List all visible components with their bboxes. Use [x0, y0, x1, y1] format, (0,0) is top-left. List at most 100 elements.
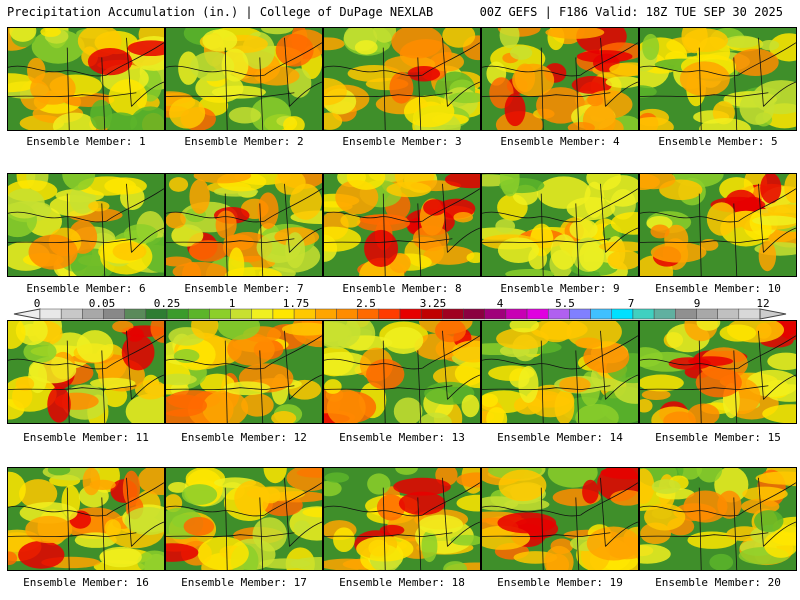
precip-area: [509, 45, 533, 60]
precip-area: [108, 79, 148, 116]
precip-area: [8, 188, 45, 219]
precip-area: [28, 234, 78, 270]
boundary-line: [8, 211, 107, 223]
colorbar-swatch: [717, 308, 740, 320]
precip-area: [784, 174, 796, 204]
precip-area: [609, 62, 638, 77]
colorbar-swatch: [569, 308, 591, 320]
boundary-line: [422, 482, 480, 516]
precip-area: [340, 213, 361, 228]
boundary-line: [126, 330, 132, 400]
boundary-line: [600, 183, 606, 253]
precip-area: [456, 494, 480, 512]
colorbar-swatch: [442, 308, 464, 320]
precip-area: [610, 489, 638, 506]
precip-area: [644, 503, 686, 531]
member-map: [481, 320, 639, 424]
member-label: Ensemble Member: 4: [500, 135, 620, 148]
precip-area: [99, 546, 142, 568]
boundary-line: [640, 238, 769, 244]
boundary-line: [289, 374, 322, 400]
precip-area: [407, 65, 441, 82]
boundary-line: [166, 65, 265, 77]
precip-area: [695, 367, 742, 398]
boundary-line: [324, 385, 453, 391]
precip-area: [271, 411, 297, 423]
precip-area: [76, 330, 114, 363]
colorbar-tick-label: 1.75: [282, 297, 310, 310]
boundary-line: [166, 385, 295, 391]
precip-area: [499, 174, 520, 197]
precip-area: [412, 225, 450, 252]
boundary-line: [580, 42, 638, 76]
precip-area: [324, 112, 343, 130]
precip-area: [767, 352, 796, 371]
precip-area: [442, 28, 476, 48]
precip-area: [202, 390, 249, 423]
colorbar-tick-label: 0: [33, 297, 41, 310]
precip-area: [683, 28, 729, 53]
member-map: [7, 27, 165, 131]
boundary-line: [422, 42, 480, 76]
precip-area: [283, 116, 305, 130]
precip-area: [495, 219, 516, 233]
precip-area: [285, 232, 306, 269]
member-map: [481, 27, 639, 131]
boundary-line: [605, 81, 638, 107]
boundary-line: [224, 487, 228, 570]
precip-area: [121, 334, 155, 371]
member-map: [481, 173, 639, 277]
colorbar-swatch: [420, 308, 443, 320]
boundary-line: [106, 42, 164, 76]
boundary-line: [442, 183, 448, 253]
boundary-line: [224, 340, 228, 423]
colorbar-swatch: [611, 308, 634, 320]
precip-area: [419, 412, 452, 423]
precip-area: [505, 268, 555, 276]
boundary-line: [575, 497, 580, 570]
precip-area: [31, 29, 85, 64]
precip-area: [663, 411, 696, 423]
precip-area: [696, 321, 721, 331]
precip-area: [454, 359, 480, 389]
boundary-line: [324, 532, 453, 538]
member-label: Ensemble Member: 2: [184, 135, 304, 148]
member-label: Ensemble Member: 6: [26, 282, 146, 295]
precip-area: [259, 558, 311, 569]
colorbar-tick-label: 2.5: [356, 297, 376, 310]
boundary-line: [284, 37, 290, 107]
precip-area: [559, 376, 591, 393]
boundary-line: [289, 521, 322, 547]
boundary-line: [442, 330, 448, 400]
precip-area: [566, 196, 616, 221]
precip-area: [719, 324, 757, 342]
boundary-line: [101, 57, 106, 130]
precip-area: [391, 28, 444, 59]
precip-area: [144, 383, 164, 397]
boundary-line: [482, 65, 581, 77]
precip-area: [347, 64, 401, 83]
precip-area: [393, 477, 451, 496]
colorbar-swatch: [293, 308, 316, 320]
boundary-line: [575, 350, 580, 423]
boundary-line: [758, 37, 764, 107]
precip-area: [642, 33, 660, 61]
precip-area: [679, 61, 730, 97]
member-map: [165, 467, 323, 571]
colorbar-swatch: [82, 308, 104, 320]
boundary-line: [417, 497, 422, 570]
boundary-line: [540, 487, 544, 570]
precip-area: [448, 92, 480, 104]
boundary-line: [482, 211, 581, 223]
boundary-line: [259, 350, 264, 423]
colorbar-swatch: [505, 308, 528, 320]
boundary-line: [131, 521, 164, 547]
boundary-line: [166, 532, 295, 538]
boundary-line: [382, 340, 386, 423]
boundary-line: [264, 335, 322, 369]
colorbar-tick-label: 5.5: [555, 297, 575, 310]
map-title: Precipitation Accumulation (in.) | Colle…: [7, 5, 434, 19]
boundary-line: [575, 203, 580, 276]
boundary-line: [382, 193, 386, 276]
precip-area: [89, 377, 136, 389]
